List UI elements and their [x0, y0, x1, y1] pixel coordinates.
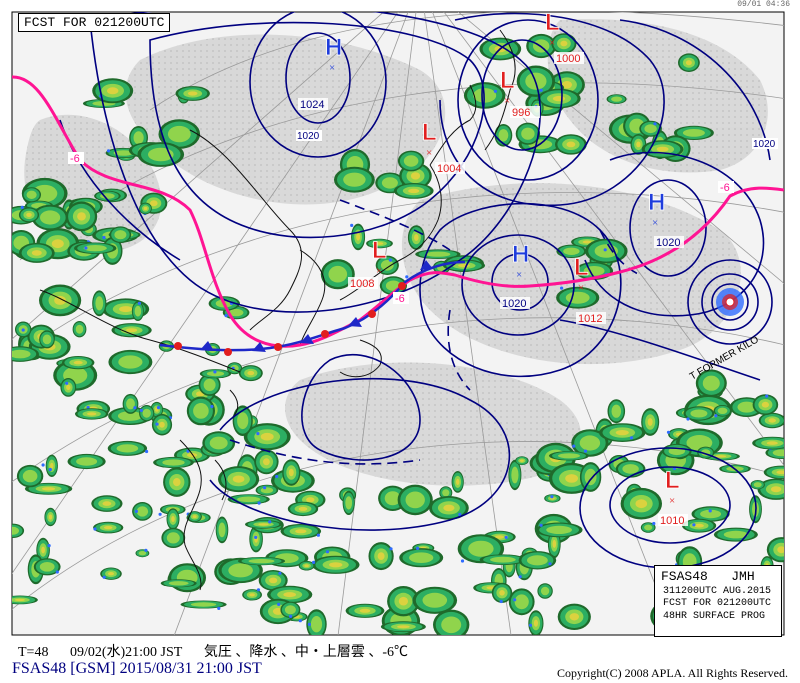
precip-cluster-11 [556, 236, 628, 309]
low-pressure-center-6: L×1008 [348, 237, 387, 290]
center-marker: × [504, 95, 510, 107]
dashed-isobars [229, 199, 641, 465]
forecast-step: T=48 [18, 645, 49, 660]
center-type-letter: H [512, 241, 529, 268]
valid-time: FCST FOR 021200UTC [663, 598, 772, 609]
center-type-letter: L [545, 9, 560, 36]
center-pressure-value: 996 [512, 107, 530, 119]
center-pressure-value: 1020 [656, 237, 680, 249]
issue-stamp: 09/01 04:36 [737, 0, 790, 9]
precip-cluster-7 [320, 223, 485, 296]
center-marker: × [549, 37, 555, 49]
isobar-label-2: 1020 [752, 138, 778, 150]
center-type-letter: L [500, 67, 515, 94]
former-typhoon-symbol [716, 288, 744, 316]
center-marker: × [578, 282, 584, 294]
precip-cluster-6 [599, 369, 784, 478]
product-line: FSAS48 [GSM] 2015/08/31 21:00 JST [12, 660, 262, 677]
center-type-letter: H [325, 34, 342, 61]
agency: JMH [731, 569, 755, 584]
valid-local-time: 09/02(水)21:00 JST [69, 645, 183, 660]
footer-info: T=48 09/02(水)21:00 JST 気圧 、降水 、中・上層雲 、-6… [18, 641, 426, 661]
forecast-title: FCST FOR 021200UTC [18, 13, 171, 32]
center-marker: × [516, 269, 522, 281]
center-pressure-value: 1004 [437, 163, 461, 175]
svg-text:-6: -6 [720, 182, 730, 194]
isobars [59, 12, 773, 569]
high-pressure-center-7: H× 1020 [648, 189, 684, 249]
center-marker: × [329, 62, 335, 74]
low-pressure-center-4: L× 1004 [422, 119, 465, 175]
center-type-letter: L [574, 254, 589, 281]
precip-cluster-10 [82, 78, 210, 167]
center-marker: × [652, 217, 658, 229]
precip-cluster-12 [334, 149, 434, 199]
svg-text:-6: -6 [70, 153, 80, 165]
svg-text:1020: 1020 [297, 131, 320, 142]
center-marker: × [426, 147, 432, 159]
center-pressure-value: 1000 [556, 53, 580, 65]
center-pressure-value: 1010 [660, 515, 684, 527]
center-pressure-value: 1012 [578, 313, 602, 325]
center-marker: × [376, 265, 382, 277]
center-type-letter: L [372, 237, 387, 264]
center-pressure-value: 1008 [350, 278, 374, 290]
temp-label-1: -6 [68, 152, 84, 165]
low-pressure-center-3: L×996 [500, 67, 540, 119]
low-pressure-center-9: L× 1010 [658, 467, 688, 527]
center-pressure-value: 1020 [502, 298, 526, 310]
precip-cluster-4 [245, 459, 573, 635]
product-info-box: FSAS48 JMH 311200UTC AUG.2015 FCST FOR 0… [654, 565, 782, 637]
minus6-isotherm [12, 75, 784, 348]
center-pressure-value: 1024 [300, 99, 324, 111]
high-pressure-center-5: H× 1020 [500, 241, 530, 310]
isobar-label-1: 1020 [296, 130, 322, 142]
copyright: Copyright(C) 2008 APLA. All Rights Reser… [557, 666, 788, 680]
center-type-letter: H [648, 189, 665, 216]
low-pressure-center-2: L×1000 [545, 9, 584, 65]
center-type-letter: L [665, 467, 680, 494]
coastlines [39, 29, 516, 591]
svg-text:-6: -6 [395, 293, 405, 305]
low-pressure-center-8: L× 1012 [574, 254, 606, 325]
base-time: 311200UTC AUG.2015 [663, 586, 772, 597]
center-type-letter: L [422, 119, 437, 146]
upper-cloud-areas [24, 19, 768, 486]
center-marker: × [669, 495, 675, 507]
stationary-front [159, 260, 466, 356]
svg-text:1020: 1020 [753, 139, 776, 150]
high-pressure-center-1: H× 1024 [298, 34, 343, 111]
product-code: FSAS48 [661, 569, 708, 584]
product-name: 48HR SURFACE PROG [663, 611, 766, 622]
temp-label-2: -6 [393, 292, 409, 305]
elements-legend: 気圧 、降水 、中・上層雲 、-6℃ [203, 645, 409, 660]
precip-cluster-13 [12, 440, 153, 605]
temp-label-3: -6 [718, 181, 734, 194]
